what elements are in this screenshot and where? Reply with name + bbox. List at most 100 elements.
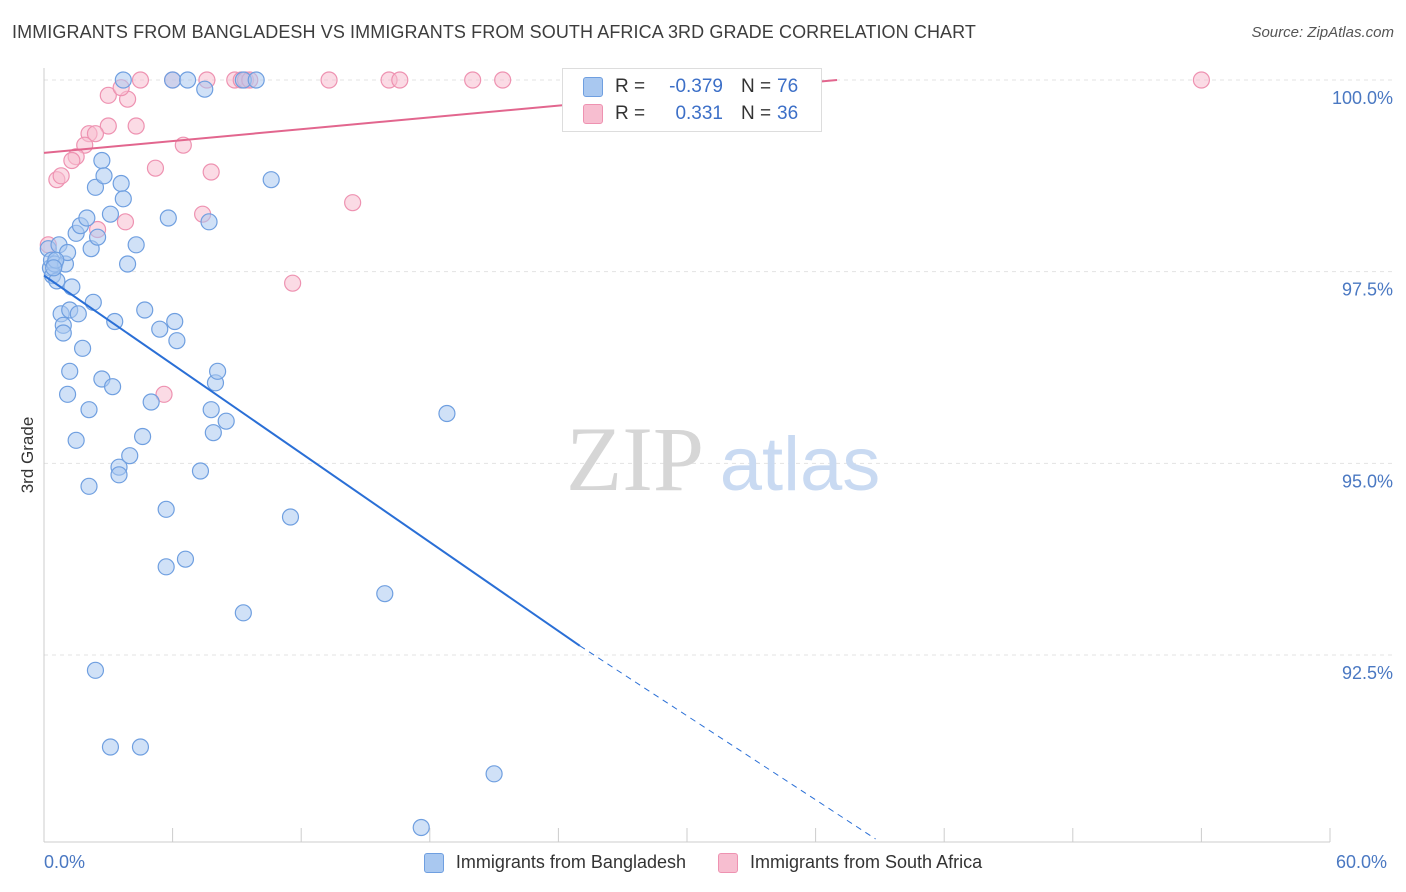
bangladesh-point [73, 339, 92, 357]
y-tick-label: 92.5% [1342, 663, 1393, 683]
x-tick-label-max: 60.0% [1336, 852, 1388, 872]
south-africa-point [464, 71, 482, 89]
n-value: 76 [777, 76, 799, 97]
bangladesh-point [86, 661, 105, 679]
bangladesh-point [179, 71, 197, 89]
bangladesh-swatch [583, 77, 603, 97]
bangladesh-point [136, 301, 154, 319]
bangladesh-point [151, 320, 169, 338]
bangladesh-point [61, 362, 79, 380]
south-africa-swatch [583, 104, 603, 124]
south-africa-point [202, 163, 220, 181]
bangladesh-point [63, 278, 81, 296]
south-africa-point [86, 125, 105, 143]
series-bangladesh-points [39, 71, 503, 837]
bangladesh-point [121, 447, 139, 465]
south-africa-point [494, 71, 512, 89]
r-label: R = [615, 76, 646, 97]
south-africa-point [344, 194, 362, 212]
bangladesh-point [438, 404, 456, 423]
bangladesh-point [127, 236, 145, 254]
bangladesh-point [164, 71, 182, 89]
south-africa-point [155, 385, 173, 403]
south-africa-point [391, 71, 409, 89]
bangladesh-point [93, 151, 111, 170]
bangladesh-legend-swatch [423, 852, 444, 873]
bangladesh-point [45, 259, 63, 277]
bangladesh-point [200, 213, 218, 231]
r-value: -0.379 [669, 76, 723, 97]
watermark-atlas: atlas [720, 422, 881, 507]
south-africa-point [146, 159, 165, 177]
bangladesh-point [103, 378, 122, 396]
bangladesh-point [58, 385, 77, 403]
bangladesh-point [217, 412, 235, 430]
y-axis-label: 3rd Grade [18, 416, 37, 494]
stats-legend-row-bangladesh: R = -0.379 N = 76 [563, 73, 798, 101]
bangladesh-point [86, 178, 105, 196]
bangladesh-point [67, 431, 85, 449]
bangladesh-point [159, 209, 177, 227]
r-value: 0.331 [675, 103, 723, 124]
bangladesh-point [262, 171, 280, 189]
bangladesh-point [114, 190, 132, 208]
bangladesh-point [196, 80, 214, 98]
bangladesh-point [209, 362, 227, 380]
x-tick-label-min: 0.0% [44, 852, 86, 872]
bangladesh-point [112, 174, 130, 193]
bangladesh-point [69, 305, 87, 323]
bangladesh-point [106, 312, 124, 331]
south-africa-point [1192, 71, 1211, 89]
bangladesh-point [376, 585, 394, 603]
bangladesh-point [110, 466, 128, 484]
south-africa-point [99, 86, 117, 104]
series-legend: Immigrants from Bangladesh Immigrants fr… [0, 852, 1406, 873]
stats-legend-row-south-africa: R = 0.331 N = 36 [563, 100, 798, 128]
south-africa-point [127, 117, 145, 135]
bangladesh-point [88, 228, 107, 246]
stats-legend: R = -0.379 N = 76 R = 0.331 N = 36 [562, 68, 822, 132]
bangladesh-point [78, 209, 96, 227]
bangladesh-point [157, 558, 175, 576]
south-africa-point [131, 71, 150, 89]
south-africa-legend-swatch [718, 852, 739, 873]
n-label: N = [741, 76, 772, 97]
bangladesh-point [168, 332, 186, 350]
grid-lines [44, 79, 1395, 656]
bangladesh-point [80, 401, 98, 419]
n-label: N = [741, 103, 772, 124]
r-label: R = [615, 103, 646, 124]
legend-item-bangladesh[interactable]: Immigrants from Bangladesh [423, 852, 687, 873]
bangladesh-point [157, 500, 175, 518]
n-value: 36 [777, 103, 799, 124]
bangladesh-point [84, 293, 102, 311]
south-africa-point [284, 274, 302, 292]
bangladesh-trend-line [43, 274, 581, 647]
bangladesh-point [95, 167, 113, 185]
bangladesh-point [202, 401, 220, 419]
watermark-zip: ZIP [566, 408, 704, 510]
legend-label-bangladesh: Immigrants from Bangladesh [455, 852, 687, 872]
south-africa-point [99, 117, 117, 135]
bangladesh-point [114, 71, 132, 89]
south-africa-point [320, 71, 338, 89]
south-africa-point [116, 213, 135, 231]
bangladesh-point [54, 324, 72, 342]
bangladesh-point [101, 205, 120, 223]
bangladesh-point [101, 738, 120, 756]
chart-title: IMMIGRANTS FROM BANGLADESH VS IMMIGRANTS… [12, 22, 977, 42]
bangladesh-point [142, 393, 160, 411]
legend-label-south-africa: Immigrants from South Africa [750, 852, 983, 872]
bangladesh-point [118, 255, 137, 273]
bangladesh-point [412, 818, 430, 837]
bangladesh-point [176, 550, 195, 568]
bangladesh-point [247, 71, 265, 89]
bangladesh-point [133, 427, 152, 446]
bangladesh-point [281, 508, 300, 526]
bangladesh-point [204, 424, 222, 442]
legend-item-south-africa[interactable]: Immigrants from South Africa [718, 852, 982, 873]
bangladesh-point [166, 312, 184, 331]
bangladesh-point [131, 738, 150, 756]
y-tick-label: 95.0% [1342, 471, 1393, 491]
